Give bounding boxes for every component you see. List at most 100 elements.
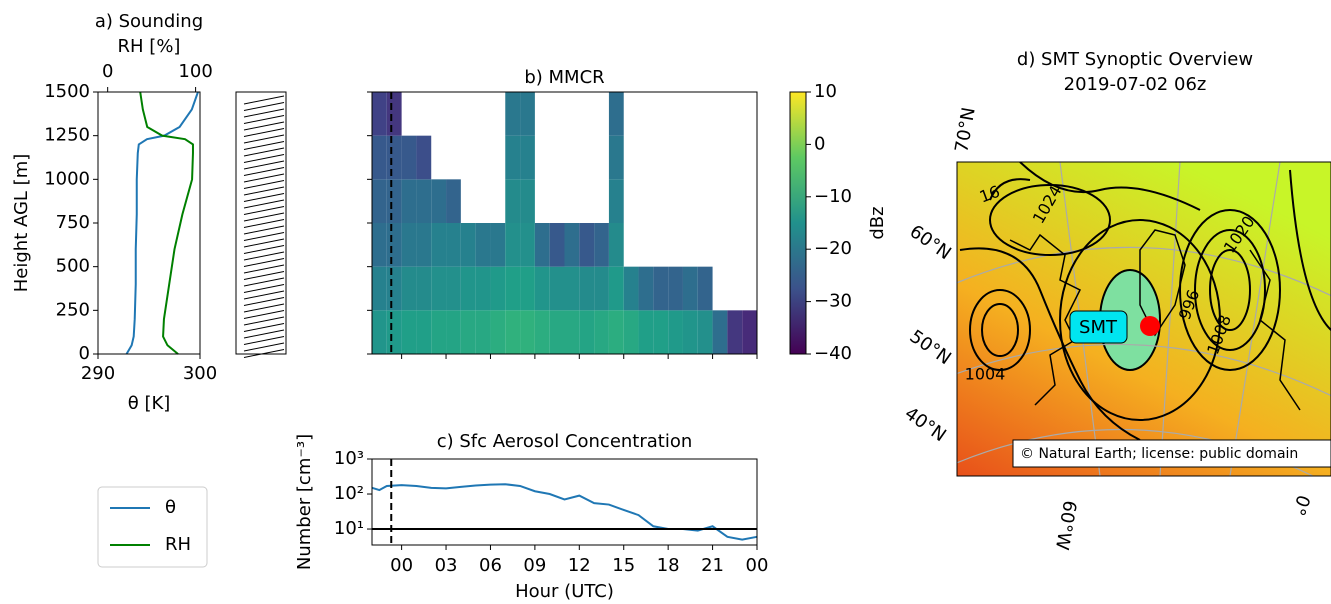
heatmap-cell [372,266,387,311]
x-tick-label: 06 [479,555,502,576]
heatmap-cell [372,223,387,267]
legend-label: RH [165,534,191,555]
heatmap-cell [608,135,624,180]
lat-label: 60°N [906,221,955,264]
heatmap-cell [579,310,595,354]
heatmap-cell [549,266,565,311]
profile-line [139,91,194,355]
heatmap-cell [727,310,743,354]
data-line [371,483,758,541]
wind-barb [243,336,285,345]
x-tick-label: 00 [390,555,413,576]
heatmap-cell [490,310,506,354]
axes-frame [97,91,201,355]
contour-label: 1004 [965,365,1006,384]
wind-barb [243,173,285,183]
wind-barb [243,238,285,248]
heatmap-cell [520,135,535,180]
heatmap-cell [446,266,461,311]
wind-barb [243,160,285,170]
y-tick-label: 500 [56,256,90,277]
heatmap-cell [534,310,550,354]
wind-barb [243,134,285,144]
heatmap-cell [475,223,491,267]
wind-barb [243,219,285,228]
heatmap-cell [372,135,387,180]
heatmap-cell [401,135,417,180]
heatmap-cell [416,310,432,354]
lon-label: 60°W [1051,499,1080,552]
heatmap-cell [416,266,432,311]
heatmap-cell [668,266,683,311]
wind-barb [243,147,285,157]
x-axis-label: Hour (UTC) [515,581,614,602]
wind-barb [243,206,285,215]
heatmap-cell [401,179,417,223]
heatmap-cell [386,310,402,354]
heatmap-cell [742,310,757,354]
heatmap-cell [608,266,624,311]
heatmap-cell [416,179,432,223]
wind-barb [243,349,285,358]
wind-barb [243,95,285,105]
heatmap-cell [682,266,698,311]
x-tick-label: 18 [657,555,680,576]
heatmap-cell [549,310,565,354]
legend-label: θ [165,497,176,518]
heatmap-cell [594,223,609,267]
heatmap-cell [653,266,669,311]
y-tick-label: 1500 [44,81,90,102]
wind-barb [243,180,285,189]
heatmap-cell [386,92,402,136]
heatmap-cell [386,179,402,223]
chart-title: b) MMCR [524,67,604,88]
wind-barb [243,212,285,222]
heatmap-cell [475,266,491,311]
heatmap-cell [564,310,580,354]
heatmap-cell [446,179,461,223]
colorbar-label: dBz [867,206,888,239]
lat-label: 40°N [901,403,950,446]
wind-barb [243,154,285,163]
colorbar-tick-label: −30 [814,291,852,312]
heatmap-cell [668,310,683,354]
heatmap-cell [608,223,624,267]
y-tick-label: 1250 [44,125,90,146]
x-axis-label: θ [K] [128,393,171,414]
y-axis-label: Number [cm⁻³] [294,434,315,570]
wind-barb [243,290,285,300]
x-tick-label: 15 [612,555,635,576]
heatmap-cell [505,266,521,311]
wind-barb [243,277,285,287]
heatmap-cell [431,179,447,223]
profile-line [125,91,199,355]
chart-title: a) Sounding [95,11,203,32]
wind-barb [243,167,285,176]
colorbar-tick-label: 10 [814,81,837,102]
heatmap-cell [549,223,565,267]
x2-axis-label: RH [%] [118,36,181,57]
heatmap-cell [682,310,698,354]
y-tick-label: 750 [56,212,90,233]
wind-barb [243,115,285,124]
attribution-box [1012,439,1331,468]
map-title: d) SMT Synoptic Overview [1017,49,1253,70]
wind-barb [243,251,285,261]
heatmap-cell [460,266,476,311]
wind-barb [243,258,285,267]
heatmap-cell [564,266,580,311]
heatmap-cell [608,179,624,223]
map-frame [956,161,1331,477]
wind-barb [243,102,285,111]
lon-label: 0° [1287,492,1314,518]
lat-label: 50°N [906,326,955,369]
map-title: 2019-07-02 06z [1064,74,1207,95]
colorbar-tick-label: 0 [814,133,825,154]
heatmap-cell [534,223,550,267]
x-tick-label: 00 [746,555,769,576]
heatmap-cell [520,266,535,311]
wind-barb [243,342,285,352]
heatmap-cell [401,223,417,267]
heatmap-cell [416,223,432,267]
